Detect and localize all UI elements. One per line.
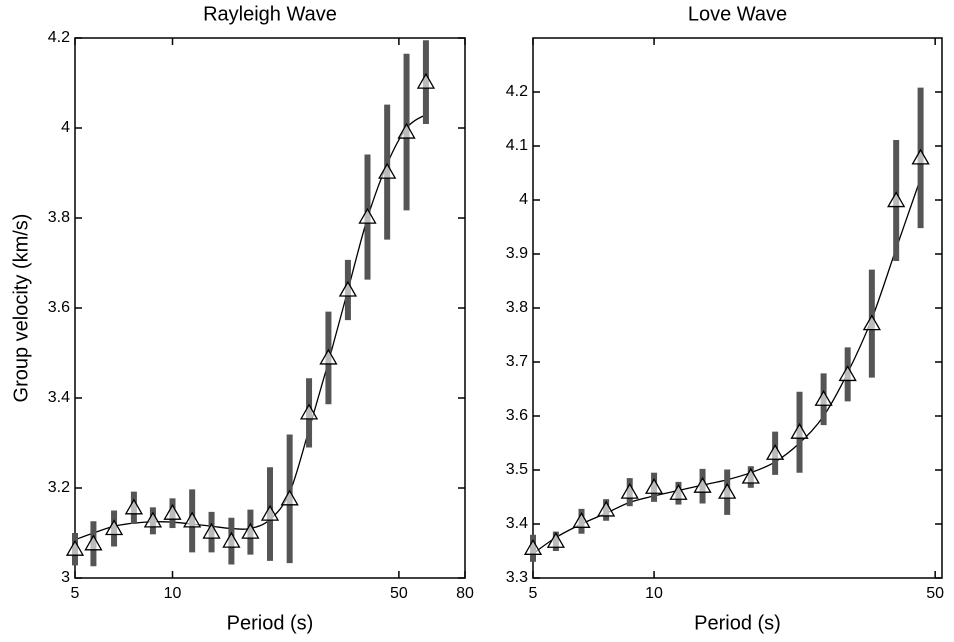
y-tick-label: 3.4 [48, 389, 70, 406]
chart-title: Rayleigh Wave [203, 3, 337, 25]
y-tick-label: 4.2 [48, 29, 70, 46]
triangle-marker [838, 365, 857, 382]
triangle-marker [222, 531, 241, 548]
triangle-marker [260, 504, 280, 521]
x-tick-label: 50 [926, 585, 944, 602]
triangle-marker [669, 483, 688, 500]
x-tick-label: 5 [71, 585, 80, 602]
y-tick-label: 3.9 [506, 245, 528, 262]
triangle-marker [572, 511, 591, 528]
x-tick-label: 5 [529, 585, 538, 602]
triangle-marker [911, 148, 930, 165]
triangle-marker [887, 191, 906, 208]
triangle-marker [338, 280, 358, 297]
y-tick-label: 3 [61, 569, 70, 586]
triangle-marker [523, 538, 543, 555]
x-tick-label: 80 [456, 585, 474, 602]
y-axis-label: Group velocity (km/s) [10, 214, 32, 403]
y-tick-label: 3.7 [506, 353, 528, 370]
triangle-marker [741, 467, 760, 484]
triangle-marker [644, 477, 664, 494]
triangle-marker [202, 522, 221, 539]
plot-frame [532, 37, 943, 579]
y-tick-label: 3.3 [506, 569, 528, 586]
y-tick-label: 4.2 [506, 83, 528, 100]
chart-title: Love Wave [688, 3, 787, 25]
y-tick-label: 4 [519, 191, 528, 208]
fit-curve [74, 113, 427, 541]
triangle-marker [814, 389, 833, 406]
triangle-marker [620, 482, 639, 499]
triangle-marker [765, 443, 785, 460]
triangle-marker [299, 403, 319, 420]
x-axis-label: Period (s) [694, 612, 781, 634]
triangle-marker [319, 348, 338, 365]
triangle-marker [163, 503, 182, 520]
triangle-marker [693, 476, 712, 493]
triangle-marker [597, 500, 616, 517]
y-tick-label: 3.6 [506, 407, 528, 424]
triangle-marker [546, 531, 566, 548]
y-tick-label: 3.5 [506, 461, 528, 478]
triangle-marker [104, 519, 124, 536]
y-tick-label: 4 [61, 119, 70, 136]
x-axis-label: Period (s) [227, 612, 314, 634]
triangle-marker [416, 72, 436, 89]
triangle-marker [241, 522, 260, 539]
triangle-marker [183, 511, 202, 528]
triangle-marker [397, 122, 416, 139]
triangle-marker [358, 207, 377, 224]
triangle-marker [124, 498, 144, 515]
y-tick-label: 4.1 [506, 137, 528, 154]
triangle-marker [862, 314, 881, 331]
y-tick-label: 3.2 [48, 479, 70, 496]
triangle-marker [84, 534, 103, 551]
triangle-marker [280, 489, 299, 506]
x-tick-label: 10 [164, 585, 182, 602]
y-tick-label: 3.8 [506, 299, 528, 316]
y-tick-label: 3.4 [506, 515, 528, 532]
triangle-marker [65, 539, 85, 556]
triangle-marker [143, 511, 163, 528]
y-tick-label: 3.6 [48, 299, 70, 316]
triangle-marker [378, 162, 397, 179]
x-tick-label: 50 [390, 585, 408, 602]
triangle-marker [790, 422, 809, 439]
triangle-marker [718, 482, 737, 499]
y-tick-label: 3.8 [48, 209, 70, 226]
x-tick-label: 10 [645, 585, 663, 602]
